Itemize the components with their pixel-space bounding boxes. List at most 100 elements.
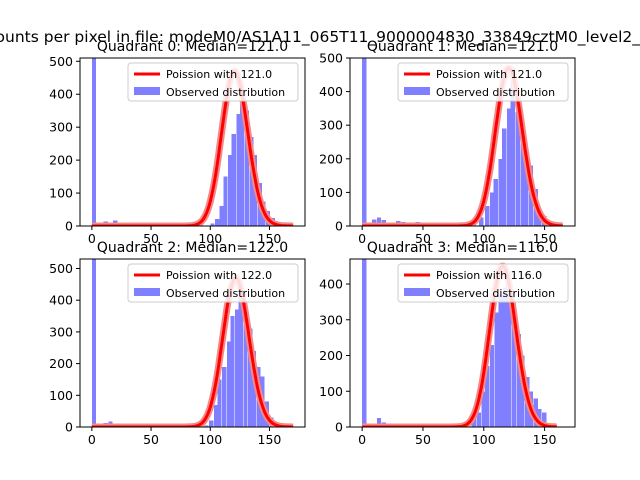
axes-frame	[79, 57, 306, 227]
legend: Poission with 122.0 Observed distribution	[127, 263, 299, 303]
histogram-bar	[523, 158, 529, 226]
histogram-bar	[243, 306, 248, 427]
histogram-bar	[238, 281, 243, 427]
subplots: Quadrant 0: Median=121.0 0 50 100 150 0 100 200…	[49, 39, 576, 447]
histogram-bar	[222, 366, 227, 427]
figure-title: Histogram of counts per pixel in file: m…	[0, 28, 640, 47]
legend: Poission with 121.0 Observed distribution	[127, 62, 299, 102]
histogram-bar	[485, 205, 490, 226]
y-tick-label: 200	[319, 151, 343, 166]
histogram-bar	[235, 309, 240, 427]
legend-box	[397, 62, 569, 102]
y-tick-label: 0	[65, 420, 73, 435]
subplot-quadrant-0: Quadrant 0: Median=121.0 0 50 100 150 0 100 200…	[49, 39, 306, 246]
x-tick-label: 150	[533, 231, 557, 246]
y-tick-label: 500	[319, 51, 343, 66]
subplot-title: Quadrant 3: Median=116.0	[367, 240, 558, 256]
legend-label-fit: Poission with 122.0	[166, 269, 272, 282]
histogram-bar	[498, 294, 503, 427]
legend-bar-swatch	[404, 87, 430, 95]
y-tick-label: 500	[49, 261, 73, 276]
y-tick-label: 200	[49, 356, 73, 371]
histogram-bar	[542, 412, 547, 427]
legend-bar-swatch	[404, 288, 430, 296]
axes-frame	[79, 258, 306, 428]
legend: Poission with 116.0 Observed distribution	[397, 263, 569, 303]
histogram-bar	[362, 58, 367, 226]
histogram-bar	[251, 350, 256, 427]
legend-label-observed: Observed distribution	[436, 287, 555, 300]
histogram-bar	[506, 284, 512, 427]
subplot-quadrant-2: Quadrant 2: Median=122.0 0 50 100 150 0 100 200…	[49, 240, 306, 447]
histogram-bar	[249, 137, 254, 226]
histogram-bar	[217, 379, 222, 427]
y-tick-label: 300	[319, 312, 343, 327]
histogram-bar	[219, 206, 224, 226]
histogram-bar	[213, 404, 219, 427]
y-tick-label: 400	[319, 84, 343, 99]
subplot-title: Quadrant 2: Median=122.0	[97, 240, 288, 256]
legend-box	[397, 263, 569, 303]
histogram-bar	[215, 218, 220, 226]
x-tick-label: 50	[143, 231, 159, 246]
y-tick-label: 300	[319, 118, 343, 133]
legend: Poission with 121.0 Observed distribution	[397, 62, 569, 102]
subplot-quadrant-3: Quadrant 3: Median=116.0 0 50 100 150 0 100 200…	[319, 240, 576, 447]
y-tick-label: 200	[319, 348, 343, 363]
histogram-bar	[376, 217, 382, 226]
legend-box	[127, 62, 299, 102]
histogram-bar	[503, 287, 508, 427]
y-tick-label: 0	[335, 420, 343, 435]
x-tick-label: 100	[472, 432, 496, 447]
x-tick-label: 0	[358, 231, 366, 246]
histogram-bar	[520, 121, 525, 226]
x-tick-label: 100	[198, 231, 222, 246]
legend-label-observed: Observed distribution	[436, 86, 555, 99]
subplot-title: Quadrant 1: Median=121.0	[367, 39, 558, 55]
x-tick-label: 100	[472, 231, 496, 246]
legend-label-fit: Poission with 121.0	[166, 68, 272, 81]
histogram-bar	[230, 316, 235, 427]
y-tick-label: 300	[49, 324, 73, 339]
x-tick-label: 50	[143, 432, 159, 447]
x-tick-label: 150	[258, 231, 282, 246]
histogram-bar	[239, 104, 245, 226]
y-tick-label: 0	[65, 219, 73, 234]
histogram-bar	[489, 192, 495, 226]
x-tick-label: 150	[258, 432, 282, 447]
legend-label-observed: Observed distribution	[166, 287, 285, 300]
subplot-quadrant-1: Quadrant 1: Median=121.0 0 50 100 150 0 100 200…	[319, 39, 576, 246]
histogram-bar	[485, 366, 490, 427]
axes-frame	[349, 57, 576, 227]
y-tick-label: 0	[335, 219, 343, 234]
histogram-bar	[489, 344, 495, 427]
y-tick-label: 400	[49, 293, 73, 308]
y-tick-label: 100	[49, 388, 73, 403]
y-tick-label: 200	[49, 153, 73, 168]
y-tick-label: 100	[319, 384, 343, 399]
histogram-bar	[476, 412, 481, 427]
legend-label-observed: Observed distribution	[166, 86, 285, 99]
histogram-bar	[248, 328, 253, 427]
x-tick-label: 50	[415, 231, 431, 246]
x-tick-label: 0	[88, 432, 96, 447]
histogram-bar	[515, 111, 520, 226]
axes-frame	[349, 258, 576, 428]
y-tick-label: 400	[319, 277, 343, 292]
y-tick-label: 100	[49, 186, 73, 201]
histogram-bar	[226, 341, 232, 427]
histogram-bar	[204, 425, 209, 427]
histogram-bar	[91, 259, 97, 427]
histogram-bar	[236, 114, 241, 226]
histogram-bar	[481, 391, 486, 427]
histogram-bar	[516, 334, 521, 427]
histogram-bar	[209, 420, 214, 427]
x-tick-label: 150	[533, 432, 557, 447]
histogram-bar	[210, 223, 215, 226]
histogram-bar	[223, 176, 228, 226]
histogram-bar	[228, 155, 233, 226]
x-tick-label: 100	[198, 432, 222, 447]
x-tick-label: 0	[88, 231, 96, 246]
y-tick-label: 400	[49, 87, 73, 102]
